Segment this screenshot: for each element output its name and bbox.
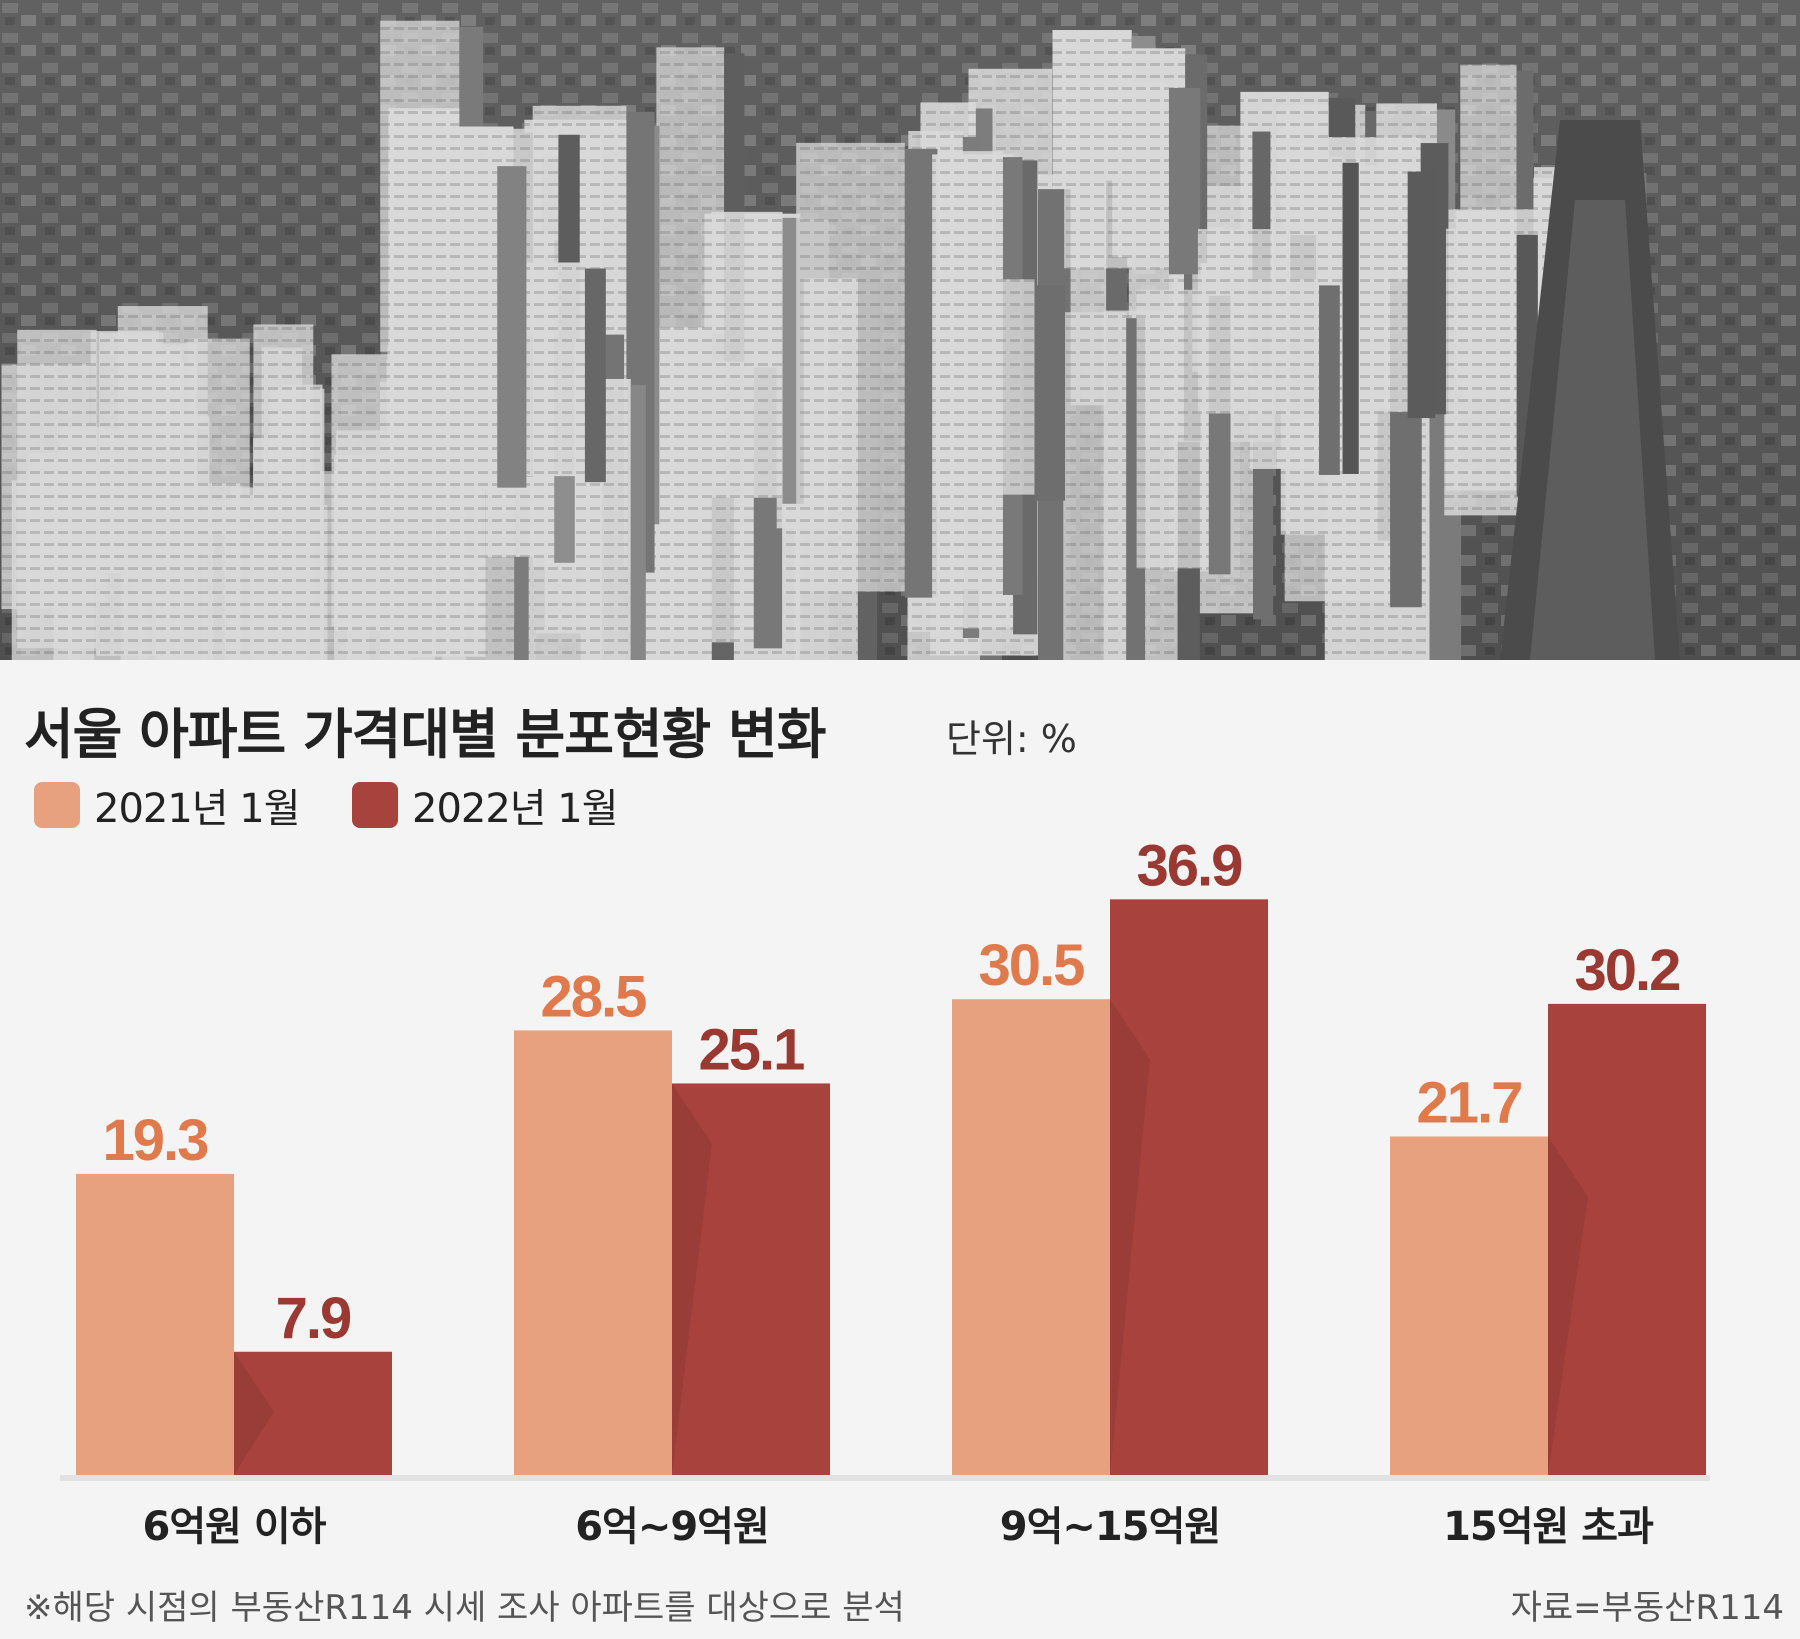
unit-label: 단위: % — [946, 717, 1077, 761]
legend-swatch-2021 — [34, 782, 80, 828]
bar-2021-1 — [514, 1030, 672, 1475]
category-label-3: 15억원 초과 — [1443, 1504, 1654, 1550]
chart-title: 서울 아파트 가격대별 분포현황 변화 — [24, 703, 826, 766]
legend-label-2022: 2022년 1월 — [412, 786, 619, 832]
bar-shadow — [672, 1083, 712, 1475]
bar-2022-3 — [1548, 1003, 1706, 1475]
value-label-2022-2: 36.9 — [1137, 840, 1243, 898]
bar-shadow — [1548, 1136, 1588, 1475]
bar-2021-0 — [76, 1173, 234, 1475]
bar-shadow — [234, 1351, 274, 1475]
category-label-0: 6억원 이하 — [143, 1504, 327, 1550]
source-credit: 자료=부동산R114 — [1510, 1588, 1784, 1628]
value-label-2022-1: 25.1 — [699, 1017, 805, 1082]
baseline — [60, 1475, 1710, 1481]
bar-2022-2 — [1110, 899, 1268, 1475]
value-label-2021-1: 28.5 — [541, 964, 647, 1029]
legend-item-2022: 2022년 1월 — [352, 780, 619, 832]
legend-label-2021: 2021년 1월 — [94, 786, 301, 832]
value-label-2022-0: 7.9 — [276, 1286, 351, 1351]
bar-2022-1 — [672, 1083, 830, 1475]
bar-2021-2 — [952, 999, 1110, 1475]
category-label-2: 9억~15억원 — [1000, 1504, 1220, 1550]
value-label-2021-3: 21.7 — [1417, 1070, 1522, 1135]
value-label-2021-2: 30.5 — [979, 933, 1085, 998]
category-label-1: 6억~9억원 — [575, 1504, 769, 1550]
aerial-apartment-photo — [0, 0, 1800, 660]
bar-shadow — [1110, 999, 1150, 1475]
bar-chart: 19.3 7.9 6억원 이하 28.5 25.1 6억~9억원 30.5 36.9 9억~15… — [60, 840, 1710, 1550]
legend-swatch-2022 — [352, 782, 398, 828]
legend-item-2021: 2021년 1월 — [34, 780, 301, 832]
value-label-2022-3: 30.2 — [1575, 938, 1680, 1003]
footnote: ※해당 시점의 부동산R114 시세 조사 아파트를 대상으로 분석 — [24, 1588, 905, 1628]
bar-2021-3 — [1390, 1136, 1548, 1475]
bar-2022-0 — [234, 1351, 392, 1475]
value-label-2021-0: 19.3 — [103, 1108, 209, 1173]
